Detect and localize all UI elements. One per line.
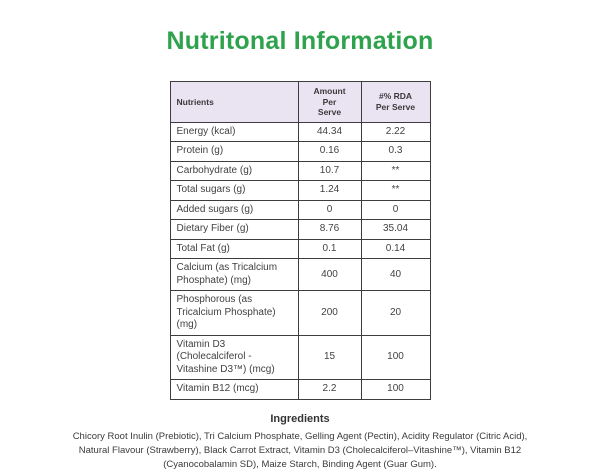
table-row: Total sugars (g) 1.24 **: [169, 180, 431, 201]
rda-cell: **: [360, 160, 431, 182]
rda-cell: 20: [360, 290, 431, 336]
nutrition-table-body: Energy (kcal) 44.34 2.22 Protein (g) 0.16 0.3…: [169, 121, 431, 400]
nutrient-cell: Protein (g): [169, 141, 299, 162]
rda-cell: 2.22: [360, 121, 431, 143]
table-row: Protein (g) 0.16 0.3: [169, 141, 431, 162]
table-row: Vitamin B12 (mcg) 2.2 100: [169, 379, 431, 400]
page-title: Nutritonal Information: [166, 27, 434, 55]
ingredients-heading: Ingredients: [270, 412, 330, 425]
nutrition-label-page: Nutritonal Information Nutrients Amount …: [73, 27, 528, 470]
amount-cell: 200: [297, 290, 362, 336]
amount-cell: 10.7: [297, 160, 362, 182]
rda-cell: 35.04: [360, 219, 431, 240]
nutrient-cell: Calcium (as Tricalcium Phosphate) (mg): [169, 258, 299, 292]
nutrient-cell: Phosphorous (as Tricalcium Phosphate) (m…: [169, 290, 299, 336]
nutrition-table-header: Nutrients Amount Per Serve #% RDA Per Se…: [169, 81, 431, 123]
amount-cell: 44.34: [297, 121, 362, 143]
amount-cell: 0.16: [297, 141, 362, 162]
table-row: Energy (kcal) 44.34 2.22: [169, 121, 431, 143]
header-cell-rda-per-serve: #% RDA Per Serve: [360, 81, 431, 123]
header-row: Nutrients Amount Per Serve #% RDA Per Se…: [169, 81, 431, 123]
table-row: Total Fat (g) 0.1 0.14: [169, 238, 431, 260]
table-row: Phosphorous (as Tricalcium Phosphate) (m…: [169, 290, 431, 336]
table-row: Carbohydrate (g) 10.7 **: [169, 160, 431, 182]
ingredients-text: Chicory Root Inulin (Prebiotic), Tri Cal…: [72, 430, 528, 471]
nutrient-cell: Dietary Fiber (g): [169, 219, 299, 240]
amount-cell: 1.24: [297, 180, 362, 201]
nutrition-table: Nutrients Amount Per Serve #% RDA Per Se…: [169, 81, 431, 400]
rda-cell: 0.3: [360, 141, 431, 162]
rda-cell: 100: [360, 379, 431, 400]
nutrient-cell: Added sugars (g): [169, 199, 299, 221]
rda-cell: 40: [360, 258, 431, 292]
table-row: Vitamin D3 (Cholecalciferol - Vitashine …: [169, 334, 431, 381]
amount-cell: 0: [297, 199, 362, 221]
table-row: Dietary Fiber (g) 8.76 35.04: [169, 219, 431, 240]
table-row: Added sugars (g) 0 0: [169, 199, 431, 221]
rda-cell: 100: [360, 334, 431, 381]
rda-cell: 0.14: [360, 238, 431, 260]
nutrient-cell: Total sugars (g): [169, 180, 299, 201]
nutrient-cell: Vitamin B12 (mcg): [169, 379, 299, 400]
amount-cell: 8.76: [297, 219, 362, 240]
nutrient-cell: Carbohydrate (g): [169, 160, 299, 182]
nutrient-cell: Vitamin D3 (Cholecalciferol - Vitashine …: [169, 334, 299, 381]
amount-cell: 0.1: [297, 238, 362, 260]
nutrient-cell: Total Fat (g): [169, 238, 299, 260]
header-cell-amount-per-serve: Amount Per Serve: [297, 81, 362, 123]
amount-cell: 2.2: [297, 379, 362, 400]
nutrient-cell: Energy (kcal): [169, 121, 299, 143]
table-row: Calcium (as Tricalcium Phosphate) (mg) 40…: [169, 258, 431, 292]
header-cell-nutrients: Nutrients: [169, 81, 299, 123]
amount-cell: 400: [297, 258, 362, 292]
amount-cell: 15: [297, 334, 362, 381]
rda-cell: 0: [360, 199, 431, 221]
rda-cell: **: [360, 180, 431, 201]
